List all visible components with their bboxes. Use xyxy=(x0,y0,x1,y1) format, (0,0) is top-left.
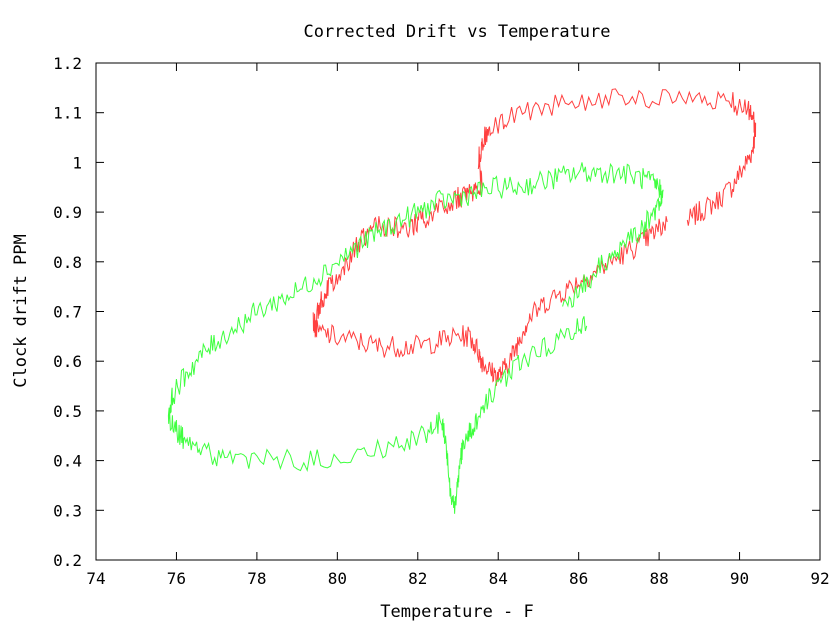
y-tick-label: 1.2 xyxy=(53,54,82,73)
x-tick-label: 82 xyxy=(408,569,427,588)
y-tick-label: 0.7 xyxy=(53,303,82,322)
y-tick-label: 0.2 xyxy=(53,551,82,570)
y-tick-label: 0.6 xyxy=(53,352,82,371)
x-tick-label: 92 xyxy=(810,569,829,588)
y-tick-label: 0.5 xyxy=(53,402,82,421)
x-axis-label: Temperature - F xyxy=(380,602,534,622)
y-tick-label: 0.4 xyxy=(53,452,82,471)
x-tick-label: 88 xyxy=(649,569,668,588)
x-tick-label: 76 xyxy=(167,569,186,588)
x-tick-label: 74 xyxy=(86,569,105,588)
y-tick-label: 1 xyxy=(72,153,82,172)
series-line-2 xyxy=(167,162,664,514)
x-tick-label: 80 xyxy=(328,569,347,588)
chart-title: Corrected Drift vs Temperature xyxy=(303,22,610,42)
series-layer xyxy=(167,88,757,514)
y-tick-label: 0.3 xyxy=(53,501,82,520)
x-tick-label: 84 xyxy=(489,569,508,588)
x-tick-label: 86 xyxy=(569,569,588,588)
x-tick-label: 78 xyxy=(247,569,266,588)
x-tick-label: 90 xyxy=(730,569,749,588)
y-tick-label: 0.9 xyxy=(53,203,82,222)
y-tick-label: 0.8 xyxy=(53,253,82,272)
axis-ticks: 74 76 78 80 82 84 86 88 90 92 0.2 0.3 0.4 0.5 0.6 0.7 0.… xyxy=(53,54,830,588)
series-line-1 xyxy=(312,88,757,386)
y-axis-label: Clock drift PPM xyxy=(11,234,31,388)
y-tick-label: 1.1 xyxy=(53,104,82,123)
